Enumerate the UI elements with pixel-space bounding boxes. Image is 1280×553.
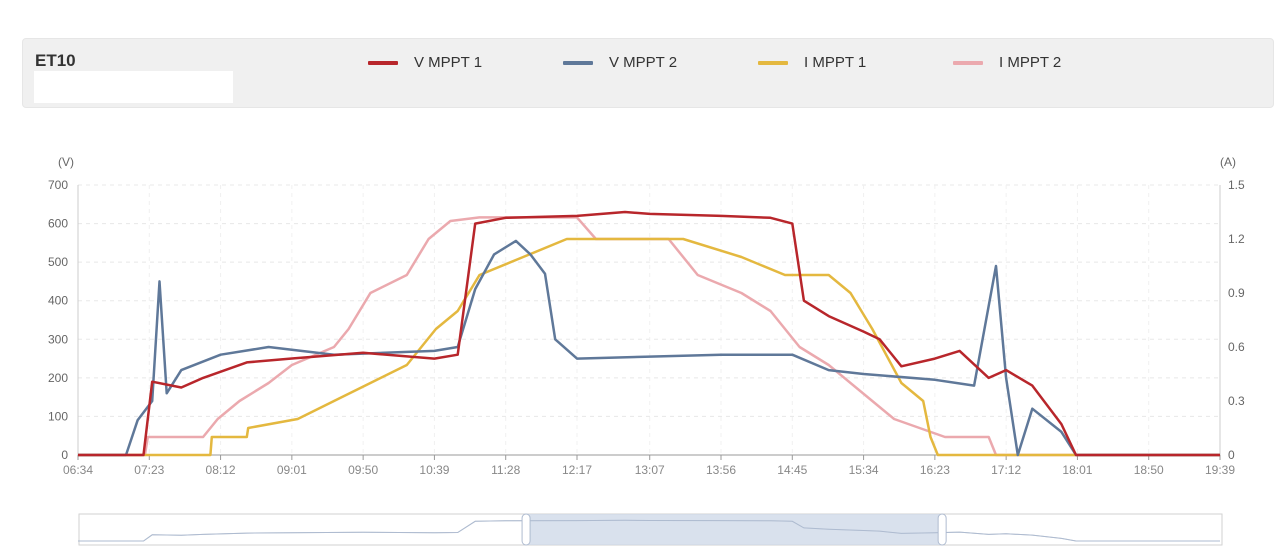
legend-swatch (368, 60, 398, 65)
legend: V MPPT 1 V MPPT 2 I MPPT 1 I MPPT 2 (23, 54, 1273, 74)
axes: 0 100 200 300 400 500 600 700 0 0.3 0.6 0.9 1.2 1.5 06… (48, 155, 1245, 477)
x-tick-label: 12:17 (562, 463, 592, 477)
series-line (78, 237, 1220, 457)
x-tick-label: 06:34 (63, 463, 93, 477)
x-tick-label: 13:07 (635, 463, 665, 477)
legend-swatch (953, 60, 983, 65)
y-right-tick-label: 0.6 (1228, 340, 1245, 354)
legend-label: V MPPT 1 (414, 54, 483, 71)
x-tick-label: 13:56 (706, 463, 736, 477)
y-left-tick-label: 700 (48, 178, 68, 192)
grid (77, 184, 1221, 456)
y-right-tick-label: 0 (1228, 448, 1235, 462)
zoom-preview-line-selected (78, 519, 1220, 542)
device-select-box[interactable] (34, 71, 233, 103)
x-tick-label: 09:01 (277, 463, 307, 477)
y-left-tick-label: 600 (48, 217, 68, 231)
x-tick-label: 11:28 (491, 463, 520, 477)
zoom-handle-start[interactable] (521, 513, 531, 546)
chart-header: ET10 V MPPT 1 V MPPT 2 I MPPT 1 I MPPT 2 (22, 38, 1274, 108)
zoom-handle-end[interactable] (937, 513, 947, 546)
x-tick-label: 10:39 (419, 463, 449, 477)
legend-item[interactable]: I MPPT 1 (758, 54, 866, 71)
series-line (78, 216, 1220, 457)
data-zoom-slider[interactable] (78, 513, 1223, 546)
y-left-tick-label: 300 (48, 332, 68, 346)
y-right-tick-label: 0.3 (1228, 394, 1245, 408)
x-tick-label: 19:39 (1205, 463, 1235, 477)
y-left-tick-label: 200 (48, 371, 68, 385)
y-left-tick-label: 0 (61, 448, 68, 462)
legend-item[interactable]: V MPPT 1 (368, 54, 482, 71)
y-left-tick-label: 400 (48, 294, 68, 308)
y-left-unit: (V) (58, 155, 74, 169)
x-tick-label: 14:45 (777, 463, 807, 477)
legend-swatch (563, 60, 593, 65)
zoom-selection (526, 514, 943, 545)
legend-item[interactable]: I MPPT 2 (953, 54, 1061, 71)
legend-item[interactable]: V MPPT 2 (563, 54, 677, 71)
x-tick-label: 18:50 (1134, 463, 1164, 477)
legend-swatch (758, 60, 788, 65)
legend-label: V MPPT 2 (609, 54, 678, 71)
series-layer (78, 210, 1220, 457)
x-tick-label: 16:23 (920, 463, 950, 477)
x-tick-label: 18:01 (1062, 463, 1092, 477)
x-tick-label: 07:23 (134, 463, 164, 477)
y-left-tick-label: 500 (48, 255, 68, 269)
y-right-tick-label: 0.9 (1228, 286, 1245, 300)
x-tick-label: 17:12 (991, 463, 1021, 477)
y-right-unit: (A) (1220, 155, 1236, 169)
device-title: ET10 (35, 51, 76, 70)
series-line (78, 210, 1220, 457)
legend-label: I MPPT 1 (804, 54, 867, 71)
x-tick-label: 09:50 (348, 463, 378, 477)
legend-label: I MPPT 2 (999, 54, 1062, 71)
x-tick-label: 15:34 (849, 463, 879, 477)
y-left-tick-label: 100 (48, 409, 68, 423)
y-right-tick-label: 1.2 (1228, 232, 1245, 246)
series-line (78, 239, 1220, 457)
y-right-tick-label: 1.5 (1228, 178, 1245, 192)
x-tick-label: 08:12 (206, 463, 236, 477)
